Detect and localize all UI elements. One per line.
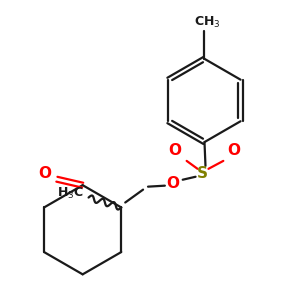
Text: H$_3$C: H$_3$C <box>57 186 84 201</box>
Text: O: O <box>38 166 52 181</box>
Text: S: S <box>197 166 208 181</box>
Text: O: O <box>168 143 181 158</box>
Text: O: O <box>166 176 179 191</box>
Text: O: O <box>228 143 241 158</box>
Text: CH$_3$: CH$_3$ <box>194 15 221 30</box>
